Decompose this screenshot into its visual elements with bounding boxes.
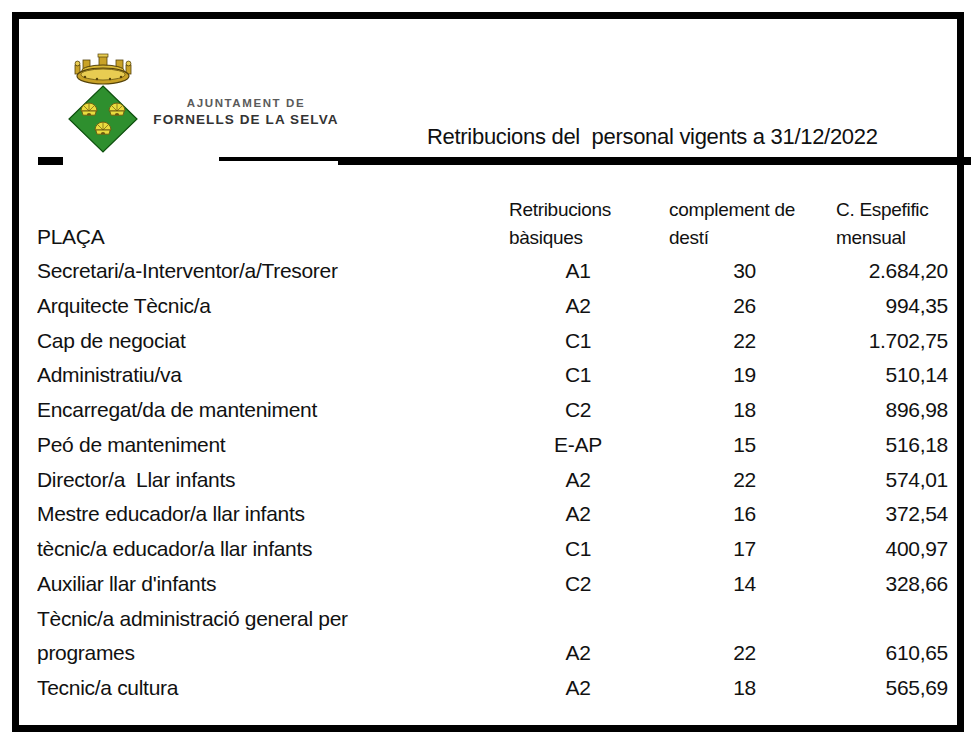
column-header-retribucions-basiques: Retribucions bàsiques xyxy=(499,196,641,252)
oven-icon xyxy=(81,103,97,115)
especific-cell: 574,01 xyxy=(760,463,951,498)
document-frame: AJUNTAMENT DE FORNELLS DE LA SELVA Retri… xyxy=(12,12,964,732)
grup-cell: A2 xyxy=(499,497,641,532)
desti-cell: 22 xyxy=(641,463,760,498)
placa-cell: Peó de manteniment xyxy=(37,428,499,463)
grup-cell: C2 xyxy=(499,393,641,428)
placa-cell: Cap de negociat xyxy=(37,324,499,359)
table-row: Peó de manteniment E-AP 15 516,18 xyxy=(37,428,951,463)
coat-of-arms-icon xyxy=(65,53,139,155)
table-row: Auxiliar llar d'infants C2 14 328,66 xyxy=(37,567,951,602)
column-header-complement-desti: complement de destí xyxy=(641,196,760,252)
grup-cell: C1 xyxy=(499,324,641,359)
grup-cell: A2 xyxy=(499,671,641,706)
especific-cell: 510,14 xyxy=(760,358,951,393)
table-row: Mestre educador/a llar infants A2 16 372… xyxy=(37,497,951,532)
placa-cell: tècnic/a educador/a llar infants xyxy=(37,532,499,567)
oven-icon xyxy=(95,122,111,134)
placa-cell: Arquitecte Tècnic/a xyxy=(37,289,499,324)
desti-cell: 14 xyxy=(641,567,760,602)
grup-cell: C1 xyxy=(499,532,641,567)
grup-cell xyxy=(499,602,641,637)
grup-cell: E-AP xyxy=(499,428,641,463)
table-row: Tècnic/a administració general per xyxy=(37,602,951,637)
desti-cell: 15 xyxy=(641,428,760,463)
grup-cell: A2 xyxy=(499,289,641,324)
especific-cell: 994,35 xyxy=(760,289,951,324)
table-row: Encarregat/da de manteniment C2 18 896,9… xyxy=(37,393,951,428)
grup-cell: A1 xyxy=(499,254,641,289)
lozenge-shield-icon xyxy=(69,86,137,152)
especific-cell: 610,65 xyxy=(760,636,951,671)
column-header-placa: PLAÇA xyxy=(37,222,499,252)
desti-cell: 22 xyxy=(641,636,760,671)
desti-cell: 19 xyxy=(641,358,760,393)
especific-cell: 896,98 xyxy=(760,393,951,428)
table-row: Administratiu/va C1 19 510,14 xyxy=(37,358,951,393)
municipal-logo: AJUNTAMENT DE FORNELLS DE LA SELVA xyxy=(59,39,337,156)
especific-cell: 400,97 xyxy=(760,532,951,567)
table-row: Arquitecte Tècnic/a A2 26 994,35 xyxy=(37,289,951,324)
header-divider xyxy=(338,157,971,165)
desti-cell: 18 xyxy=(641,393,760,428)
desti-cell: 26 xyxy=(641,289,760,324)
table-header-row: PLAÇA Retribucions bàsiques complement d… xyxy=(37,196,951,252)
table-body: Secretari/a-Interventor/a/Tresorer A1 30… xyxy=(37,254,951,706)
grup-cell: C2 xyxy=(499,567,641,602)
org-name-line1: AJUNTAMENT DE xyxy=(129,97,363,109)
placa-cell: Administratiu/va xyxy=(37,358,499,393)
desti-cell: 18 xyxy=(641,671,760,706)
especific-cell: 1.702,75 xyxy=(760,324,951,359)
table-row: Cap de negociat C1 22 1.702,75 xyxy=(37,324,951,359)
table-row: Secretari/a-Interventor/a/Tresorer A1 30… xyxy=(37,254,951,289)
retributions-table: PLAÇA Retribucions bàsiques complement d… xyxy=(37,196,951,706)
placa-cell: Director/a Llar infants xyxy=(37,463,499,498)
page-title: Retribucions del personal vigents a 31/1… xyxy=(427,124,878,150)
crown-icon xyxy=(75,54,131,84)
column-header-c-especific: C. Espefific mensual xyxy=(760,196,951,252)
table-row: Director/a Llar infants A2 22 574,01 xyxy=(37,463,951,498)
oven-icon xyxy=(109,103,125,115)
placa-cell: Mestre educador/a llar infants xyxy=(37,497,499,532)
placa-cell: Secretari/a-Interventor/a/Tresorer xyxy=(37,254,499,289)
grup-cell: A2 xyxy=(499,463,641,498)
especific-cell: 2.684,20 xyxy=(760,254,951,289)
desti-cell: 17 xyxy=(641,532,760,567)
desti-cell: 30 xyxy=(641,254,760,289)
placa-cell: Tecnic/a cultura xyxy=(37,671,499,706)
especific-cell: 328,66 xyxy=(760,567,951,602)
header-divider-thin xyxy=(219,157,338,161)
table-row: Tecnic/a cultura A2 18 565,69 xyxy=(37,671,951,706)
document-page: { "logo": { "org_line1": "AJUNTAMENT DE"… xyxy=(0,0,971,741)
especific-cell: 372,54 xyxy=(760,497,951,532)
header-divider-stub xyxy=(38,157,63,165)
especific-cell: 516,18 xyxy=(760,428,951,463)
table-row: programes A2 22 610,65 xyxy=(37,636,951,671)
desti-cell: 22 xyxy=(641,324,760,359)
org-name: AJUNTAMENT DE FORNELLS DE LA SELVA xyxy=(129,97,363,127)
placa-cell: Tècnic/a administració general per xyxy=(37,602,499,637)
especific-cell: 565,69 xyxy=(760,671,951,706)
especific-cell xyxy=(760,602,951,637)
placa-cell: Encarregat/da de manteniment xyxy=(37,393,499,428)
grup-cell: A2 xyxy=(499,636,641,671)
table-row: tècnic/a educador/a llar infants C1 17 4… xyxy=(37,532,951,567)
placa-cell: Auxiliar llar d'infants xyxy=(37,567,499,602)
desti-cell xyxy=(641,602,760,637)
grup-cell: C1 xyxy=(499,358,641,393)
org-name-line2: FORNELLS DE LA SELVA xyxy=(129,112,363,127)
desti-cell: 16 xyxy=(641,497,760,532)
placa-cell: programes xyxy=(37,636,499,671)
